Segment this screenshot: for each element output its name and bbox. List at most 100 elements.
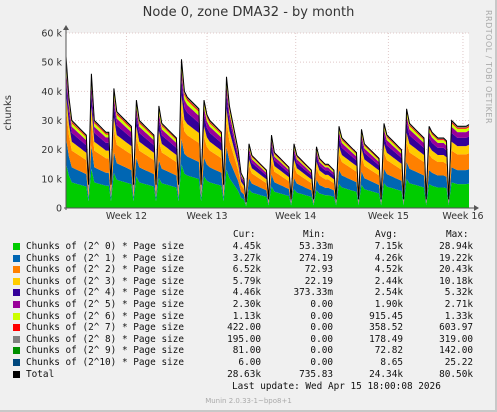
legend-header-cur: Cur:	[233, 229, 256, 240]
legend-value-avg: 4.26k	[374, 252, 403, 264]
legend-value-min: 53.33m	[299, 241, 333, 252]
legend-value-avg: 4.52k	[374, 264, 403, 276]
legend-swatch	[13, 289, 20, 297]
legend-label: Chunks of (2^ 6) * Page size	[26, 310, 185, 322]
legend-value-max: 80.50k	[439, 368, 473, 380]
y-tick-label: 10 k	[41, 174, 62, 185]
legend-row: Chunks of (2^ 1) * Page size 3.27k 274.19 4…	[13, 253, 483, 264]
legend-value-max: 142.00	[439, 345, 473, 357]
legend-value-avg: 8.65	[380, 357, 403, 368]
legend-value-cur: 81.00	[232, 345, 261, 357]
legend-value-max: 319.00	[439, 333, 473, 345]
x-tick-label: Week 15	[368, 211, 409, 222]
legend-row: Chunks of (2^ 3) * Page size 5.79k 22.19 2.…	[13, 276, 483, 287]
legend-row: Chunks of (2^ 8) * Page size 195.00 0.00 17…	[13, 334, 483, 345]
y-axis-arrow	[63, 25, 69, 30]
legend-label: Chunks of (2^ 0) * Page size	[26, 241, 185, 252]
area-series-4	[66, 77, 469, 204]
legend-value-max: 603.97	[439, 322, 473, 334]
legend-label: Chunks of (2^ 5) * Page size	[26, 299, 185, 310]
area-series-0	[66, 163, 469, 208]
legend-value-cur: 2.30k	[232, 299, 261, 310]
legend-swatch	[13, 359, 20, 366]
legend-swatch	[13, 335, 20, 343]
y-tick-label: 30 k	[41, 116, 62, 127]
legend-value-min: 735.83	[299, 368, 333, 380]
x-tick-label: Week 12	[106, 211, 147, 222]
legend-value-min: 72.93	[304, 264, 333, 276]
x-tick-labels: Week 12 Week 13 Week 14 Week 15 Week 16	[106, 211, 484, 222]
legend-value-cur: 4.46k	[232, 287, 261, 299]
legend-value-avg: 358.52	[369, 322, 403, 334]
legend-value-avg: 72.82	[374, 345, 403, 357]
legend-value-avg: 2.44k	[374, 275, 403, 287]
legend-swatch	[13, 370, 20, 378]
legend-swatch	[13, 301, 20, 308]
chart-svg: 0 10 k 20 k 30 k 40 k 50 k 60 k Week 12 Week 13…	[41, 25, 484, 222]
legend-header-min: Min:	[303, 229, 326, 240]
legend-label: Chunks of (2^ 9) * Page size	[26, 345, 185, 357]
munin-version: Munin 2.0.33-1~bpo8+1	[205, 397, 292, 405]
last-update: Last update: Wed Apr 15 18:00:08 2026	[232, 381, 441, 392]
legend-value-max: 1.33k	[444, 310, 473, 322]
legend-value-max: 5.32k	[444, 287, 473, 299]
legend-header-avg: Avg:	[375, 229, 398, 240]
legend-value-avg: 7.15k	[374, 241, 403, 252]
legend-value-avg: 2.54k	[374, 287, 403, 299]
legend-value-cur: 5.79k	[232, 275, 261, 287]
legend-value-avg: 1.90k	[374, 299, 403, 310]
legend-value-min: 22.19	[304, 275, 333, 287]
legend-row: Chunks of (2^ 6) * Page size 1.13k 0.00 915…	[13, 311, 483, 322]
legend-header-max: Max:	[446, 229, 469, 240]
legend-value-max: 20.43k	[439, 264, 473, 276]
legend-value-min: 0.00	[310, 357, 333, 368]
rrdtool-credit: RRDTOOL / TOBI OETIKER	[484, 10, 493, 125]
legend-value-min: 0.00	[310, 322, 333, 334]
legend-label: Chunks of (2^ 2) * Page size	[26, 264, 185, 276]
legend-swatch	[13, 312, 20, 320]
legend-swatch	[13, 266, 20, 274]
legend-swatch	[13, 277, 20, 285]
legend-value-min: 0.00	[310, 345, 333, 357]
x-tick-label: Week 13	[186, 211, 227, 222]
legend-label: Chunks of (2^ 1) * Page size	[26, 252, 185, 264]
legend-label: Chunks of (2^10) * Page size	[26, 357, 185, 368]
legend-value-cur: 195.00	[227, 333, 261, 345]
legend-row: Total 28.63k 735.83 24.34k 80.50k	[13, 369, 483, 380]
area-series-1	[66, 137, 469, 207]
legend-value-avg: 915.45	[369, 310, 403, 322]
legend-value-avg: 24.34k	[369, 368, 403, 380]
legend-swatch	[13, 254, 20, 262]
total-line	[65, 56, 470, 203]
legend-value-cur: 4.45k	[232, 241, 261, 252]
y-tick-label: 60 k	[41, 29, 62, 40]
legend-label: Chunks of (2^ 4) * Page size	[26, 287, 185, 299]
stacked-areas	[66, 56, 469, 208]
legend-value-min: 0.00	[310, 333, 333, 345]
legend-value-cur: 422.00	[227, 322, 261, 334]
area-series-3	[66, 93, 469, 205]
legend-row: Chunks of (2^ 2) * Page size 6.52k 72.93 4.…	[13, 264, 483, 275]
legend-row: Chunks of (2^ 0) * Page size 4.45k 53.33m 7…	[13, 241, 483, 252]
legend-swatch	[13, 347, 20, 355]
legend-label: Chunks of (2^ 7) * Page size	[26, 322, 185, 334]
x-axis-arrow	[474, 205, 479, 211]
y-tick-label: 50 k	[41, 58, 62, 69]
legend-row: Chunks of (2^ 5) * Page size 2.30k 0.00 1.9…	[13, 299, 483, 310]
legend-label: Chunks of (2^ 3) * Page size	[26, 275, 185, 287]
y-tick-label: 40 k	[41, 87, 62, 98]
legend-value-max: 25.22	[444, 357, 473, 368]
area-series-2	[66, 108, 469, 206]
legend-value-min: 373.33m	[293, 287, 333, 299]
legend-row: Chunks of (2^ 7) * Page size 422.00 0.00 35…	[13, 322, 483, 333]
legend-label: Chunks of (2^ 8) * Page size	[26, 333, 185, 345]
y-tick-label: 20 k	[41, 145, 62, 156]
legend-value-max: 10.18k	[439, 275, 473, 287]
legend-value-cur: 6.00	[238, 357, 261, 368]
y-tick-labels: 0 10 k 20 k 30 k 40 k 50 k 60 k	[41, 29, 62, 215]
legend-value-max: 28.94k	[439, 241, 473, 252]
legend-swatch	[13, 243, 20, 250]
x-tick-label: Week 16	[442, 211, 483, 222]
chart-title: Node 0, zone DMA32 - by month	[142, 5, 355, 20]
legend-row: Chunks of (2^ 4) * Page size 4.46k 373.33m…	[13, 287, 483, 298]
